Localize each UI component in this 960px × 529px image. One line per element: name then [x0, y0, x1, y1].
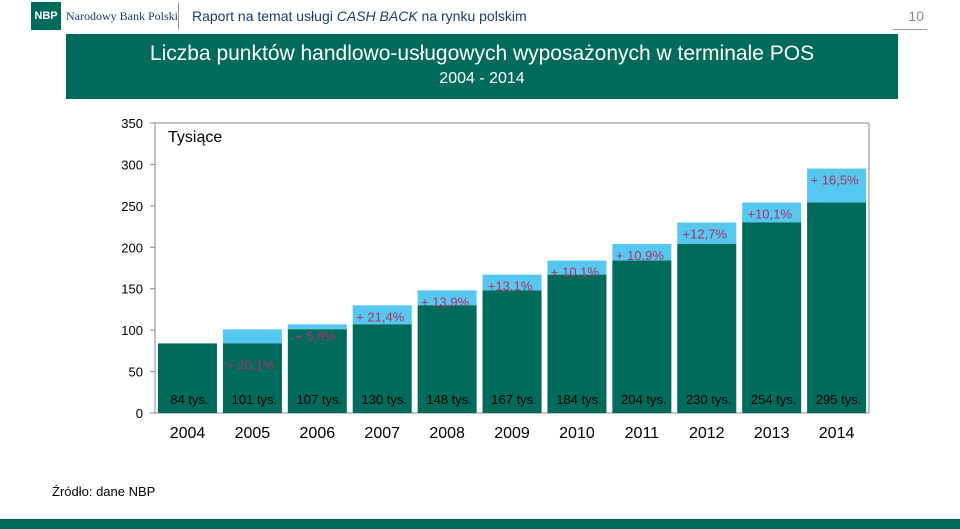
bar-growth-segment: [677, 222, 737, 244]
source-note: Źródło: dane NBP: [52, 484, 156, 499]
growth-label: +12,7%: [683, 226, 728, 241]
y-tick-label: 300: [121, 157, 143, 172]
bar-growth-segment: [287, 324, 347, 330]
value-label: 204 tys.: [621, 392, 667, 407]
report-title: Raport na temat usługi CASH BACK na rynk…: [192, 8, 527, 24]
category-label: 2010: [559, 425, 595, 442]
bar-growth-segment: [417, 290, 477, 306]
category-label: 2009: [494, 425, 530, 442]
bar-growth-segment: [742, 202, 802, 223]
bar-growth-segment: [352, 305, 412, 325]
slide-title-band: Liczba punktów handlowo-usługowych wypos…: [66, 34, 898, 99]
y-tick-label: 0: [136, 406, 143, 421]
slide-subtitle: 2004 - 2014: [439, 70, 525, 87]
report-title-suffix: na rynku polskim: [417, 8, 527, 24]
growth-label: + 13,9%: [421, 294, 470, 309]
category-label: 2006: [300, 425, 336, 442]
bank-name: Narodowy Bank Polski: [66, 9, 178, 23]
bar: [352, 324, 412, 413]
y-tick-label: 250: [121, 199, 143, 214]
bar: [612, 260, 672, 413]
growth-label: + 5,8%: [295, 328, 336, 343]
report-title-prefix: Raport na temat usługi: [192, 8, 337, 24]
y-tick-label: 350: [121, 116, 143, 131]
bar: [807, 202, 867, 413]
growth-label: + 16,5%: [811, 173, 860, 188]
bar: [417, 305, 477, 413]
category-label: 2007: [364, 425, 400, 442]
page-number: 10: [908, 8, 924, 24]
category-label: 2004: [170, 425, 206, 442]
growth-label: + 20,1%: [226, 357, 275, 372]
y-tick-label: 50: [129, 365, 143, 380]
growth-label: +10,1%: [747, 207, 792, 222]
header-divider: [178, 2, 179, 30]
bar-growth-segment: [612, 243, 672, 261]
value-label: 230 tys.: [686, 392, 732, 407]
growth-label: + 10,9%: [616, 248, 665, 263]
category-label: 2011: [625, 425, 660, 442]
nbp-logo: NBP: [31, 2, 61, 30]
logo-abbr: NBP: [34, 10, 58, 22]
value-label: 101 tys.: [232, 392, 278, 407]
value-label: 167 tys.: [491, 392, 537, 407]
value-label: 184 tys.: [556, 392, 602, 407]
growth-label: + 21,4%: [356, 309, 405, 324]
report-title-emph: CASH BACK: [336, 8, 418, 24]
bar: [482, 290, 542, 413]
growth-label: +13,1%: [488, 279, 533, 294]
bar: [742, 222, 802, 413]
category-label: 2005: [235, 425, 271, 442]
unit-label: Tysiące: [168, 129, 222, 146]
bar: [158, 343, 217, 413]
category-label: 2014: [819, 425, 855, 442]
y-tick-label: 200: [121, 240, 143, 255]
bar: [222, 343, 282, 413]
footer-bar: [0, 519, 960, 529]
growth-label: + 10,1%: [551, 265, 600, 280]
bar-growth-segment: [482, 274, 542, 291]
category-label: 2008: [429, 425, 465, 442]
value-label: 84 tys.: [170, 392, 208, 407]
bar: [677, 243, 737, 413]
bar: [287, 329, 347, 413]
bar: [547, 274, 607, 413]
category-label: 2012: [689, 425, 725, 442]
category-label: 2013: [754, 425, 790, 442]
bar-growth-segment: [222, 329, 282, 344]
value-label: 130 tys.: [361, 392, 407, 407]
value-label: 295 tys.: [816, 392, 862, 407]
y-tick-label: 100: [121, 323, 143, 338]
value-label: 107 tys.: [297, 392, 343, 407]
value-label: 148 tys.: [426, 392, 472, 407]
bar-growth-segment: [547, 260, 607, 275]
y-tick-label: 150: [121, 282, 143, 297]
value-label: 254 tys.: [751, 392, 797, 407]
bar-growth-segment: [807, 168, 867, 203]
slide-title: Liczba punktów handlowo-usługowych wypos…: [149, 42, 815, 65]
header-rule: [893, 29, 927, 30]
